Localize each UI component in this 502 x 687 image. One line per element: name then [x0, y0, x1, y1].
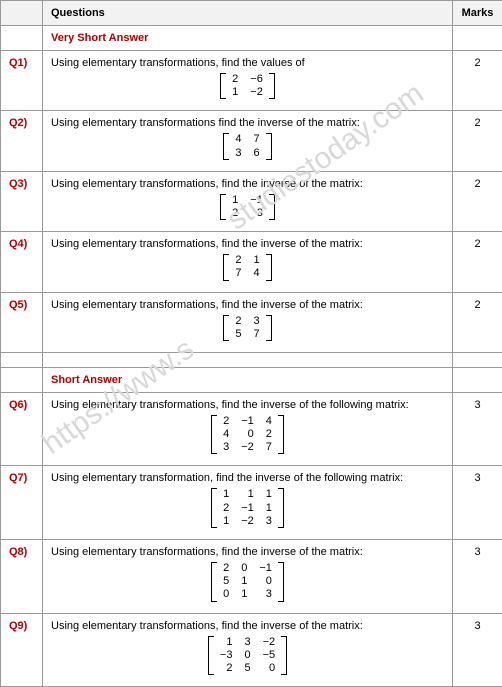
question-row: Q6)Using elementary transformations, fin…	[1, 392, 502, 466]
question-marks: 2	[453, 171, 502, 231]
matrix: 20−1510013	[51, 562, 444, 605]
question-number: Q9)	[1, 613, 43, 687]
question-marks: 2	[453, 232, 502, 292]
question-number: Q1)	[1, 51, 43, 111]
question-marks: 3	[453, 540, 502, 614]
section-row: Short Answer	[1, 367, 502, 392]
section-blank	[453, 367, 502, 392]
header-marks: Marks	[453, 1, 502, 26]
section-row: Very Short Answer	[1, 26, 502, 51]
question-marks: 2	[453, 51, 502, 111]
question-text: Using elementary transformations, find t…	[43, 392, 453, 466]
section-blank	[1, 367, 43, 392]
question-row: Q3)Using elementary transformations, fin…	[1, 171, 502, 231]
question-number: Q3)	[1, 171, 43, 231]
header-blank	[1, 1, 43, 26]
question-text: Using elementary transformations, find t…	[43, 51, 453, 111]
matrix: 4736	[51, 133, 444, 162]
question-marks: 2	[453, 292, 502, 352]
question-number: Q7)	[1, 466, 43, 540]
question-text: Using elementary transformations, find t…	[43, 232, 453, 292]
section-blank	[453, 26, 502, 51]
question-text: Using elementary transformations find th…	[43, 111, 453, 171]
spacer-cell	[453, 352, 502, 367]
matrix: 2357	[51, 315, 444, 344]
question-text: Using elementary transformations, find t…	[43, 171, 453, 231]
question-number: Q8)	[1, 540, 43, 614]
question-text: Using elementary transformations, find t…	[43, 613, 453, 687]
questions-table: Questions Marks Very Short AnswerQ1)Usin…	[0, 0, 502, 687]
question-row: Q4)Using elementary transformations, fin…	[1, 232, 502, 292]
question-number: Q4)	[1, 232, 43, 292]
question-number: Q6)	[1, 392, 43, 466]
question-row: Q2)Using elementary transformations find…	[1, 111, 502, 171]
question-row: Q8)Using elementary transformations, fin…	[1, 540, 502, 614]
spacer-row	[1, 352, 502, 367]
spacer-cell	[43, 352, 453, 367]
matrix: 2174	[51, 254, 444, 283]
question-row: Q9)Using elementary transformations, fin…	[1, 613, 502, 687]
section-blank	[1, 26, 43, 51]
question-text: Using elementary transformations, find t…	[43, 292, 453, 352]
matrix: 1112−111−23	[51, 488, 444, 531]
matrix: 13−2−30−5250	[51, 636, 444, 679]
section-short: Short Answer	[43, 367, 453, 392]
question-text: Using elementary transformations, find t…	[43, 540, 453, 614]
matrix: 1−123	[51, 194, 444, 223]
matrix: 2−144023−27	[51, 415, 444, 458]
question-marks: 3	[453, 466, 502, 540]
question-marks: 2	[453, 111, 502, 171]
question-row: Q5)Using elementary transformations, fin…	[1, 292, 502, 352]
matrix: 2−61−2	[51, 73, 444, 102]
table-header-row: Questions Marks	[1, 1, 502, 26]
question-row: Q7)Using elementary transformation, find…	[1, 466, 502, 540]
question-marks: 3	[453, 392, 502, 466]
question-marks: 3	[453, 613, 502, 687]
question-row: Q1)Using elementary transformations, fin…	[1, 51, 502, 111]
section-very-short: Very Short Answer	[43, 26, 453, 51]
question-number: Q2)	[1, 111, 43, 171]
spacer-cell	[1, 352, 43, 367]
question-text: Using elementary transformation, find th…	[43, 466, 453, 540]
question-number: Q5)	[1, 292, 43, 352]
header-questions: Questions	[43, 1, 453, 26]
